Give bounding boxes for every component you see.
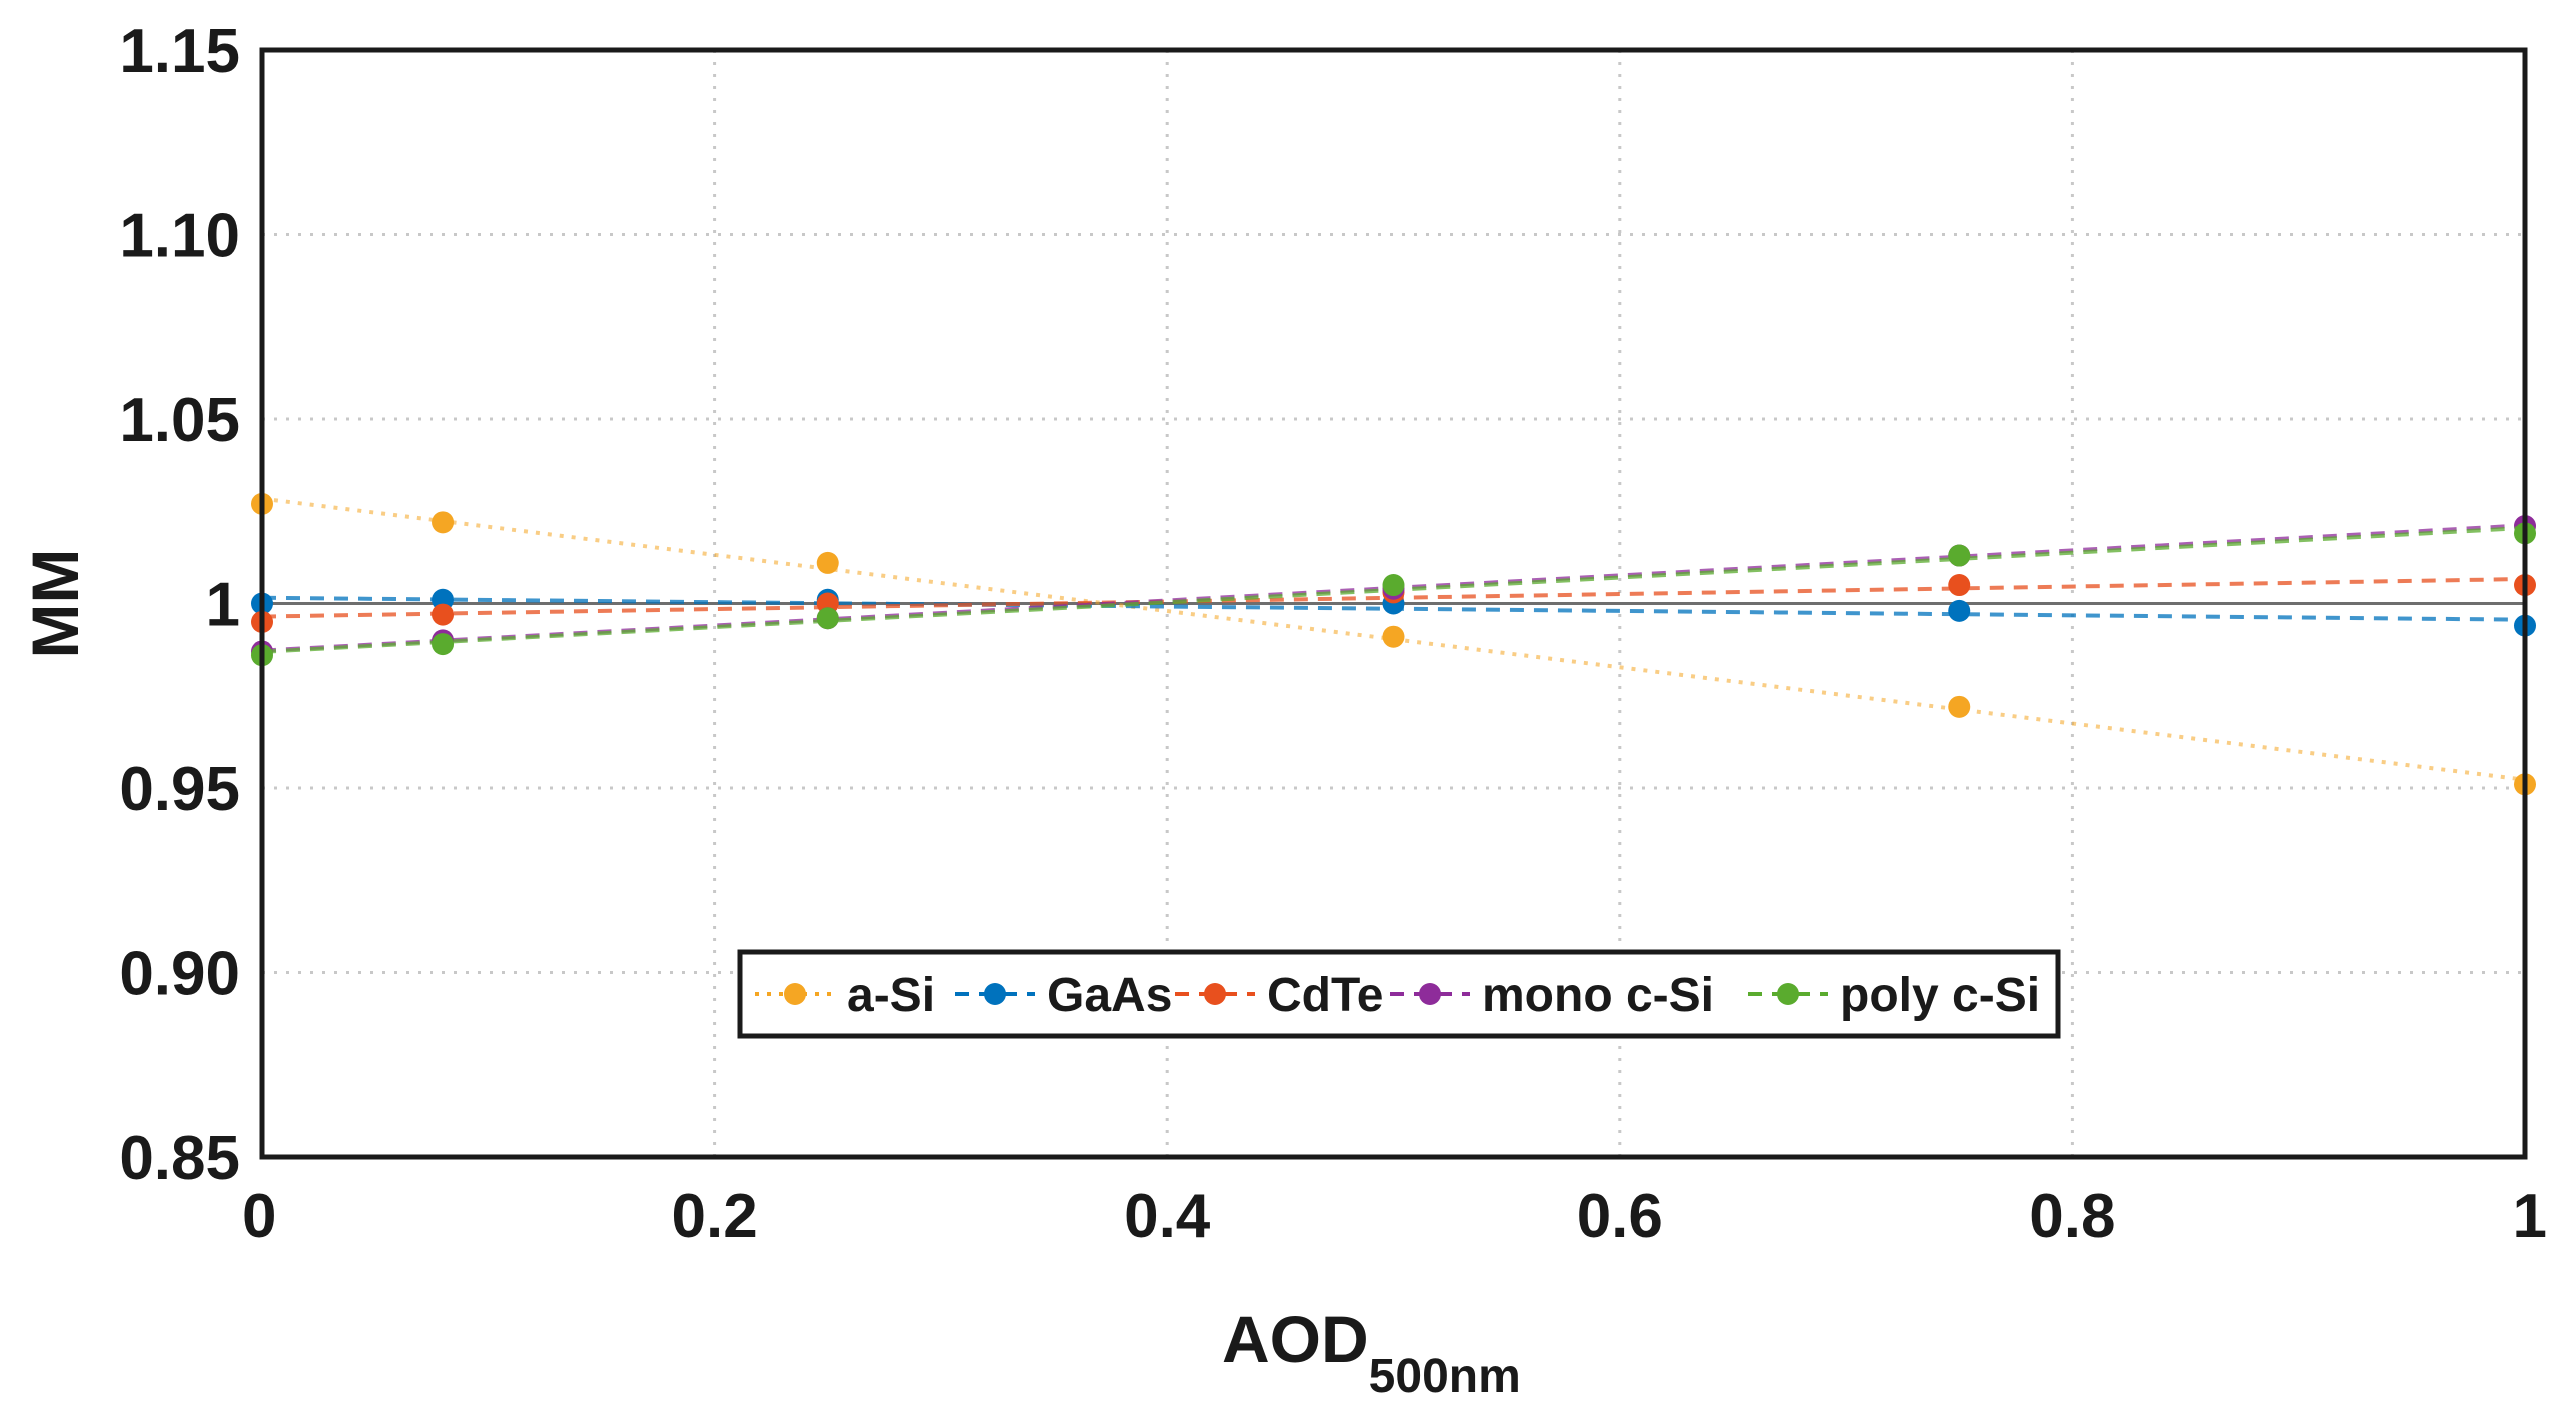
y-tick-label: 1.10	[119, 202, 240, 271]
y-tick-label: 0.90	[119, 940, 240, 1009]
legend: a-Si GaAs CdTe mono c-Si poly c-Si	[737, 949, 2061, 1039]
x-tick-label: 0.6	[1577, 1182, 1663, 1251]
y-tick-label: 0.85	[119, 1124, 240, 1193]
legend-swatch-marker	[1204, 983, 1226, 1005]
series-group	[251, 492, 2536, 796]
legend-swatch-marker	[1777, 983, 1799, 1005]
data-point	[432, 603, 455, 626]
data-point	[1382, 625, 1405, 648]
series-poly-c-si	[251, 522, 2536, 667]
legend-label: CdTe	[1267, 969, 1383, 1022]
legend-label: GaAs	[1047, 969, 1172, 1022]
x-tick-labels: 0 0.2 0.4 0.6 0.8 1	[242, 1182, 2547, 1251]
x-tick-label: 0.8	[2029, 1182, 2115, 1251]
y-tick-label: 1.05	[119, 386, 240, 455]
legend-swatch-marker	[1419, 983, 1441, 1005]
series-a-si	[251, 492, 2536, 796]
legend-label: poly c-Si	[1840, 969, 2040, 1022]
x-tick-label: 1	[2513, 1182, 2547, 1251]
data-point	[432, 511, 455, 534]
legend-label: a-Si	[847, 969, 935, 1022]
y-axis-label: MM	[18, 549, 92, 659]
data-point	[1948, 574, 1971, 597]
data-point	[1382, 574, 1405, 597]
y-tick-label: 1.15	[119, 17, 240, 86]
legend-label: mono c-Si	[1482, 969, 1714, 1022]
y-tick-labels: 0.85 0.90 0.95 1 1.05 1.10 1.15	[119, 17, 240, 1193]
data-point	[816, 607, 839, 630]
legend-swatch-marker	[984, 983, 1006, 1005]
legend-swatch-marker	[784, 983, 806, 1005]
x-tick-label: 0.4	[1124, 1182, 1211, 1251]
data-point	[1948, 544, 1971, 567]
data-point	[816, 551, 839, 574]
data-point	[432, 633, 455, 656]
x-tick-label: 0	[242, 1182, 276, 1251]
x-axis-label-subscript: 500nm	[1369, 1350, 1521, 1403]
y-tick-label: 1	[206, 571, 240, 640]
data-point	[1948, 695, 1971, 718]
x-tick-label: 0.2	[671, 1182, 757, 1251]
plot-frame	[259, 47, 2528, 1160]
x-axis-label-main: AOD	[1222, 1302, 1369, 1376]
data-point	[1948, 599, 1971, 622]
y-tick-label: 0.95	[119, 755, 240, 824]
x-axis-label: AOD500nm	[1222, 1302, 1521, 1403]
